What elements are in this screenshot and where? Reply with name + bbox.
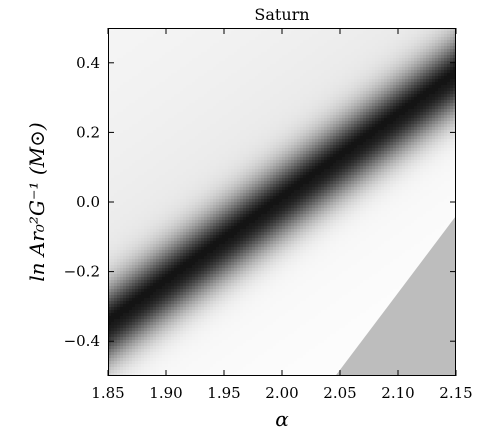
excluded-region <box>335 215 456 376</box>
y-tick-label: 0.4 <box>76 54 100 72</box>
y-tick-label: 0.2 <box>76 123 100 141</box>
y-tick-label: 0.0 <box>76 193 100 211</box>
x-tick-label: 2.00 <box>265 384 298 402</box>
y-tick-label: −0.2 <box>64 263 100 281</box>
x-tick-label: 2.15 <box>439 384 472 402</box>
y-tick-label: −0.4 <box>64 332 100 350</box>
x-tick-label: 1.95 <box>207 384 240 402</box>
y-axis-label: ln Ar₀²G⁻¹ (M⊙) <box>25 122 49 281</box>
x-axis-label: α <box>275 407 289 431</box>
axis-ticks: 1.85 1.90 1.95 2.00 2.05 2.10 2.15 −0.4 −0.2 0.0 0… <box>64 28 473 402</box>
x-tick-label: 2.10 <box>381 384 414 402</box>
x-tick-label: 1.85 <box>91 384 124 402</box>
x-tick-label: 2.05 <box>323 384 356 402</box>
x-tick-label: 1.90 <box>149 384 182 402</box>
chart-title: Saturn <box>254 5 309 24</box>
heatmap-area <box>108 28 456 376</box>
